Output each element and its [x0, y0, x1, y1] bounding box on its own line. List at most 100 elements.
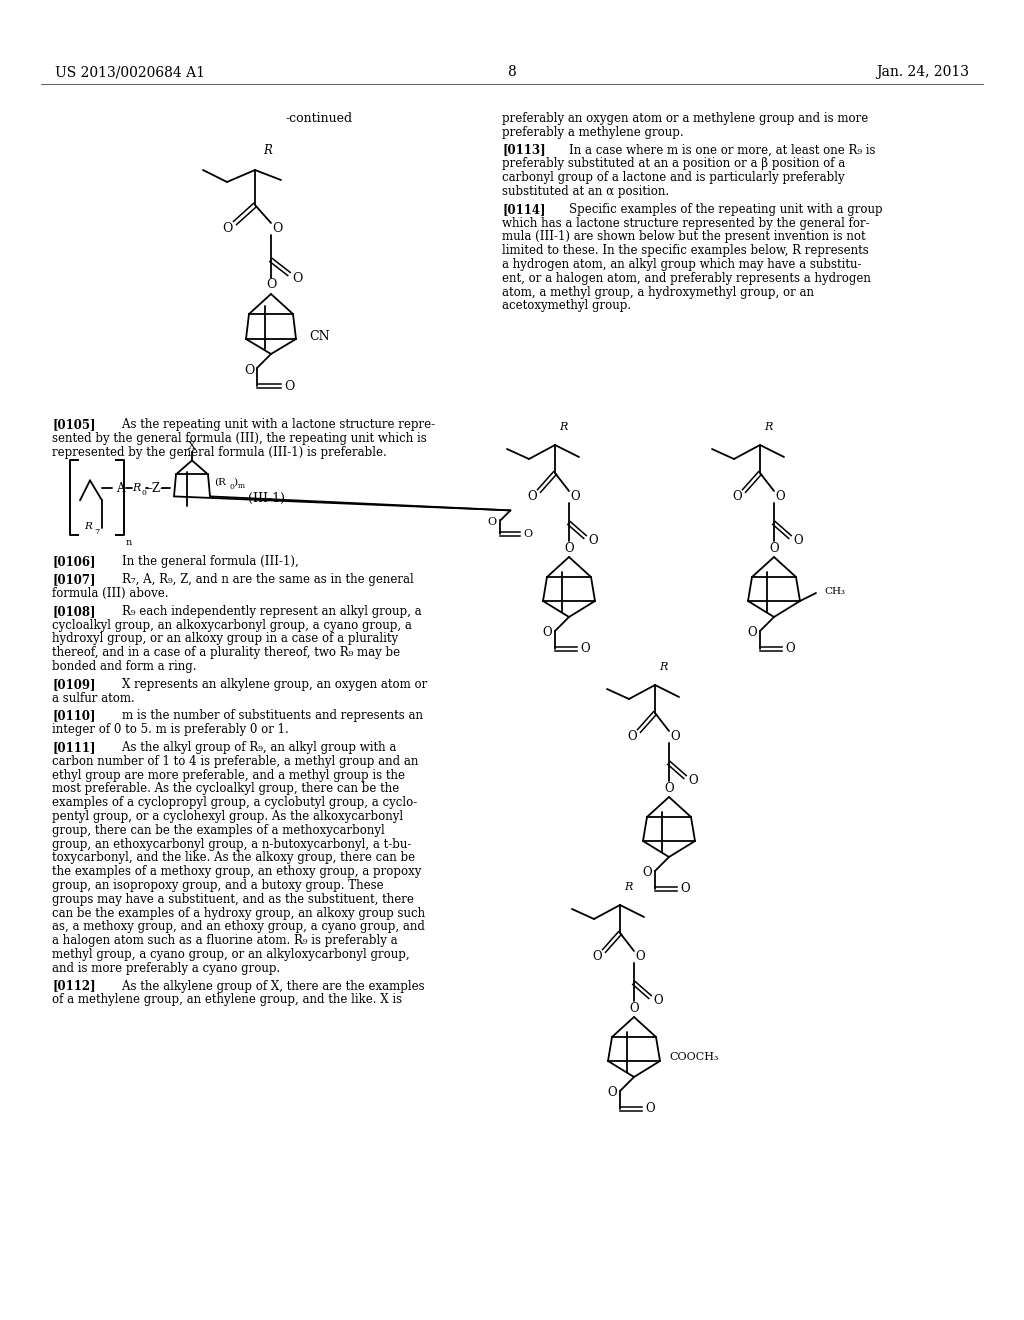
Text: R₉ each independently represent an alkyl group, a: R₉ each independently represent an alkyl…	[106, 605, 422, 618]
Text: n: n	[126, 539, 132, 548]
Text: which has a lactone structure represented by the general for-: which has a lactone structure represente…	[502, 216, 869, 230]
Text: As the alkyl group of R₉, an alkyl group with a: As the alkyl group of R₉, an alkyl group…	[106, 741, 396, 754]
Text: acetoxymethyl group.: acetoxymethyl group.	[502, 300, 631, 313]
Text: [0112]: [0112]	[52, 979, 95, 993]
Text: preferably an oxygen atom or a methylene group and is more: preferably an oxygen atom or a methylene…	[502, 112, 868, 125]
Text: O: O	[542, 627, 552, 639]
Text: atom, a methyl group, a hydroxymethyl group, or an: atom, a methyl group, a hydroxymethyl gr…	[502, 285, 814, 298]
Text: O: O	[266, 279, 276, 292]
Text: -continued: -continued	[285, 111, 352, 124]
Text: [0113]: [0113]	[502, 144, 546, 157]
Text: substituted at an α position.: substituted at an α position.	[502, 185, 669, 198]
Text: ethyl group are more preferable, and a methyl group is the: ethyl group are more preferable, and a m…	[52, 768, 406, 781]
Text: group, there can be the examples of a methoxycarbonyl: group, there can be the examples of a me…	[52, 824, 385, 837]
Text: US 2013/0020684 A1: US 2013/0020684 A1	[55, 65, 205, 79]
Text: R: R	[764, 422, 772, 432]
Text: [0107]: [0107]	[52, 573, 95, 586]
Text: O: O	[627, 730, 637, 743]
Text: O: O	[769, 541, 779, 554]
Text: O: O	[292, 272, 302, 285]
Text: R: R	[559, 422, 567, 432]
Text: R: R	[132, 483, 140, 494]
Text: O: O	[592, 950, 602, 964]
Text: CH₃: CH₃	[824, 586, 845, 595]
Text: as, a methoxy group, and an ethoxy group, a cyano group, and: as, a methoxy group, and an ethoxy group…	[52, 920, 425, 933]
Text: 8: 8	[508, 65, 516, 79]
Text: toxycarbonyl, and the like. As the alkoxy group, there can be: toxycarbonyl, and the like. As the alkox…	[52, 851, 415, 865]
Text: methyl group, a cyano group, or an alkyloxycarbonyl group,: methyl group, a cyano group, or an alkyl…	[52, 948, 410, 961]
Text: As the repeating unit with a lactone structure repre-: As the repeating unit with a lactone str…	[106, 418, 435, 432]
Text: [0114]: [0114]	[502, 203, 546, 215]
Text: sented by the general formula (III), the repeating unit which is: sented by the general formula (III), the…	[52, 432, 427, 445]
Text: integer of 0 to 5. m is preferably 0 or 1.: integer of 0 to 5. m is preferably 0 or …	[52, 723, 289, 737]
Text: R₇, A, R₉, Z, and n are the same as in the general: R₇, A, R₉, Z, and n are the same as in t…	[106, 573, 414, 586]
Text: O: O	[680, 883, 690, 895]
Text: O: O	[564, 541, 573, 554]
Text: ent, or a halogen atom, and preferably represents a hydrogen: ent, or a halogen atom, and preferably r…	[502, 272, 870, 285]
Text: 0: 0	[142, 490, 146, 498]
Text: mula (III-1) are shown below but the present invention is not: mula (III-1) are shown below but the pre…	[502, 231, 865, 243]
Text: Jan. 24, 2013: Jan. 24, 2013	[876, 65, 969, 79]
Text: –Z–: –Z–	[146, 482, 166, 495]
Text: O: O	[732, 491, 741, 503]
Text: [0105]: [0105]	[52, 418, 95, 432]
Text: O: O	[748, 627, 757, 639]
Text: [0106]: [0106]	[52, 556, 95, 569]
Text: In a case where m is one or more, at least one R₉ is: In a case where m is one or more, at lea…	[554, 144, 876, 157]
Text: As the alkylene group of X, there are the examples: As the alkylene group of X, there are th…	[106, 979, 425, 993]
Text: O: O	[527, 491, 537, 503]
Text: O: O	[665, 781, 674, 795]
Text: O: O	[244, 364, 254, 378]
Text: O: O	[642, 866, 652, 879]
Text: O: O	[635, 949, 645, 962]
Text: the examples of a methoxy group, an ethoxy group, a propoxy: the examples of a methoxy group, an etho…	[52, 865, 421, 878]
Text: [0108]: [0108]	[52, 605, 95, 618]
Text: formula (III) above.: formula (III) above.	[52, 587, 169, 601]
Text: preferably a methylene group.: preferably a methylene group.	[502, 125, 684, 139]
Text: 7: 7	[94, 528, 99, 536]
Text: A: A	[116, 482, 124, 495]
Text: X represents an alkylene group, an oxygen atom or: X represents an alkylene group, an oxyge…	[106, 677, 427, 690]
Text: (III-1): (III-1)	[248, 492, 285, 506]
Text: m: m	[238, 482, 245, 491]
Text: Specific examples of the repeating unit with a group: Specific examples of the repeating unit …	[554, 203, 883, 215]
Text: O: O	[607, 1086, 616, 1100]
Text: O: O	[581, 643, 590, 656]
Text: a hydrogen atom, an alkyl group which may have a substitu-: a hydrogen atom, an alkyl group which ma…	[502, 257, 861, 271]
Text: O: O	[271, 222, 283, 235]
Text: O: O	[645, 1102, 654, 1115]
Text: and is more preferably a cyano group.: and is more preferably a cyano group.	[52, 962, 281, 974]
Text: preferably substituted at an a position or a β position of a: preferably substituted at an a position …	[502, 157, 845, 170]
Text: R: R	[263, 144, 272, 157]
Text: [0110]: [0110]	[52, 709, 95, 722]
Text: 0: 0	[229, 483, 233, 491]
Text: examples of a cyclopropyl group, a cyclobutyl group, a cyclo-: examples of a cyclopropyl group, a cyclo…	[52, 796, 417, 809]
Text: O: O	[670, 730, 680, 742]
Text: cycloalkyl group, an alkoxycarbonyl group, a cyano group, a: cycloalkyl group, an alkoxycarbonyl grou…	[52, 619, 412, 631]
Text: carbonyl group of a lactone and is particularly preferably: carbonyl group of a lactone and is parti…	[502, 172, 845, 185]
Text: limited to these. In the specific examples below, R represents: limited to these. In the specific exampl…	[502, 244, 868, 257]
Text: O: O	[785, 643, 795, 656]
Text: [0109]: [0109]	[52, 677, 95, 690]
Text: ): )	[233, 478, 238, 487]
Text: O: O	[688, 775, 697, 788]
Text: O: O	[570, 490, 580, 503]
Text: represented by the general formula (III-1) is preferable.: represented by the general formula (III-…	[52, 446, 387, 458]
Text: R: R	[659, 663, 668, 672]
Text: O: O	[775, 490, 784, 503]
Text: R: R	[84, 521, 92, 531]
Text: carbon number of 1 to 4 is preferable, a methyl group and an: carbon number of 1 to 4 is preferable, a…	[52, 755, 419, 768]
Text: R: R	[624, 882, 633, 892]
Text: COOCH₃: COOCH₃	[669, 1052, 719, 1063]
Text: group, an ethoxycarbonyl group, a n-butoxycarbonyl, a t-bu-: group, an ethoxycarbonyl group, a n-buto…	[52, 838, 412, 850]
Text: O: O	[284, 380, 294, 392]
Text: O: O	[588, 535, 598, 548]
Text: a halogen atom such as a fluorine atom. R₉ is preferably a: a halogen atom such as a fluorine atom. …	[52, 935, 397, 948]
Text: most preferable. As the cycloalkyl group, there can be the: most preferable. As the cycloalkyl group…	[52, 783, 399, 796]
Text: X: X	[188, 441, 196, 451]
Text: O: O	[653, 994, 663, 1007]
Text: [0111]: [0111]	[52, 741, 95, 754]
Text: groups may have a substituent, and as the substituent, there: groups may have a substituent, and as th…	[52, 892, 414, 906]
Text: a sulfur atom.: a sulfur atom.	[52, 692, 135, 705]
Text: CN: CN	[309, 330, 330, 343]
